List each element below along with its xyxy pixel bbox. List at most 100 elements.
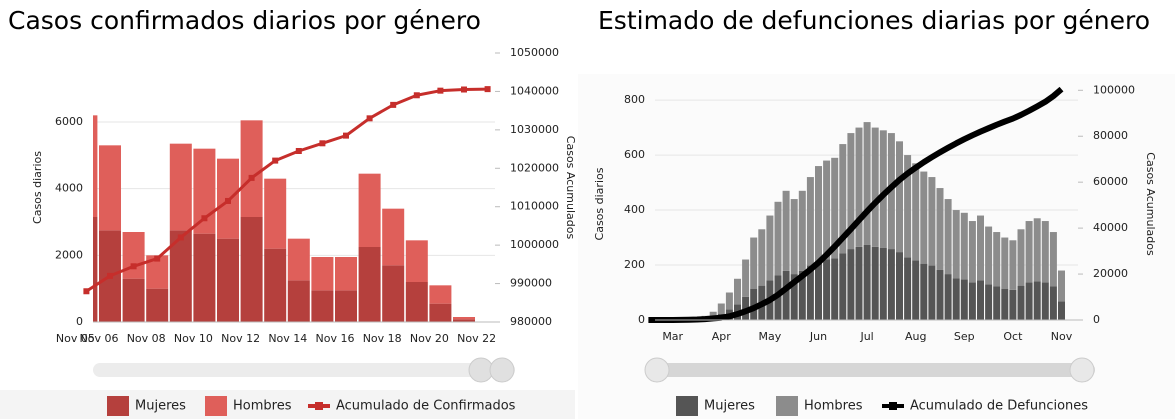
bar: [790, 199, 798, 275]
bar: [912, 163, 920, 261]
range-handle[interactable]: [468, 357, 494, 383]
bar: [122, 278, 145, 322]
bar: [831, 157, 839, 259]
bar: [217, 238, 239, 322]
bar: [798, 190, 806, 271]
bar: [93, 115, 98, 217]
y2-tick-label: 1020000: [510, 161, 559, 174]
y2-tick-label: 1000000: [510, 238, 559, 251]
bar: [358, 247, 381, 322]
bar: [1017, 229, 1025, 286]
bar: [122, 232, 145, 279]
bar: [453, 317, 475, 320]
x-tick-label: Nov 10: [174, 332, 213, 345]
bar: [920, 263, 928, 320]
range-handle[interactable]: [1069, 357, 1095, 383]
bar: [896, 252, 903, 320]
y-axis-label: Casos diarios: [31, 151, 44, 224]
bar: [790, 274, 798, 320]
bar: [1001, 288, 1009, 320]
x-tick-label: Nov 18: [363, 332, 402, 345]
bar: [904, 257, 912, 320]
bar: [358, 173, 381, 247]
bar: [742, 259, 750, 297]
bar: [240, 217, 263, 322]
x-tick-label: Nov 22: [457, 332, 496, 345]
bar: [855, 246, 863, 320]
range-handle[interactable]: [644, 357, 670, 383]
range-track[interactable]: [93, 363, 515, 377]
bar: [734, 278, 741, 305]
bar: [264, 248, 287, 322]
bar: [920, 171, 928, 264]
legend-label: Acumulado de Confirmados: [336, 399, 516, 414]
line-marker: [177, 234, 184, 241]
bar: [1017, 285, 1025, 320]
bar: [936, 269, 944, 320]
bar: [863, 244, 871, 320]
bar: [725, 292, 733, 310]
x-tick-label: Oct: [1003, 330, 1023, 343]
bar: [863, 122, 871, 245]
bar: [823, 160, 831, 260]
bar: [985, 226, 993, 285]
bar: [928, 177, 936, 266]
bar: [993, 286, 1001, 320]
legend-label: Hombres: [804, 399, 863, 414]
line: [648, 86, 1064, 323]
bar: [717, 303, 725, 314]
y2-tick-label: 20000: [1093, 267, 1128, 280]
bar: [993, 232, 1001, 287]
y2-tick-label: 1030000: [510, 123, 559, 136]
bar: [847, 249, 855, 320]
bar: [335, 257, 357, 291]
y-tick-label: 0: [638, 313, 645, 326]
bar: [311, 290, 334, 322]
y2-tick-label: 100000: [1093, 83, 1135, 96]
bar: [766, 215, 774, 281]
bar: [1033, 218, 1041, 282]
legend-swatch: [676, 396, 698, 416]
line-marker: [484, 86, 491, 93]
bar: [1025, 221, 1033, 283]
bar: [193, 233, 216, 322]
line-marker: [390, 101, 397, 108]
bar: [1058, 301, 1065, 320]
x-tick-label: Mar: [662, 330, 683, 343]
bar: [928, 265, 936, 320]
bar: [405, 240, 428, 282]
bar: [750, 237, 758, 289]
bar: [855, 127, 863, 247]
bar: [952, 210, 960, 279]
bar: [382, 208, 405, 266]
x-tick-label: Nov 08: [127, 332, 166, 345]
legend-label: Acumulado de Defunciones: [910, 399, 1088, 414]
y-tick-label: 6000: [55, 115, 83, 128]
legend-label: Hombres: [233, 399, 292, 414]
bar: [146, 255, 169, 289]
bar: [839, 144, 847, 254]
x-tick-label: Aug: [905, 330, 926, 343]
bar: [169, 230, 192, 322]
y2-tick-label: 980000: [510, 315, 552, 328]
range-track[interactable]: [645, 363, 1095, 377]
legend-label: Mujeres: [704, 399, 755, 414]
bar: [429, 285, 452, 304]
bar: [968, 221, 976, 283]
bar: [831, 258, 839, 320]
bar: [146, 288, 169, 322]
bar: [1009, 289, 1017, 320]
bar: [952, 278, 960, 320]
y2-tick-label: 990000: [510, 277, 552, 290]
bar: [887, 249, 895, 320]
range-handle[interactable]: [489, 357, 515, 383]
bar: [977, 280, 984, 320]
line-marker: [437, 87, 444, 94]
legend-marker: [889, 402, 897, 410]
bar: [806, 177, 814, 266]
y-tick-label: 200: [624, 258, 645, 271]
bar: [429, 303, 452, 322]
line-marker: [413, 92, 420, 99]
bar: [879, 130, 887, 248]
